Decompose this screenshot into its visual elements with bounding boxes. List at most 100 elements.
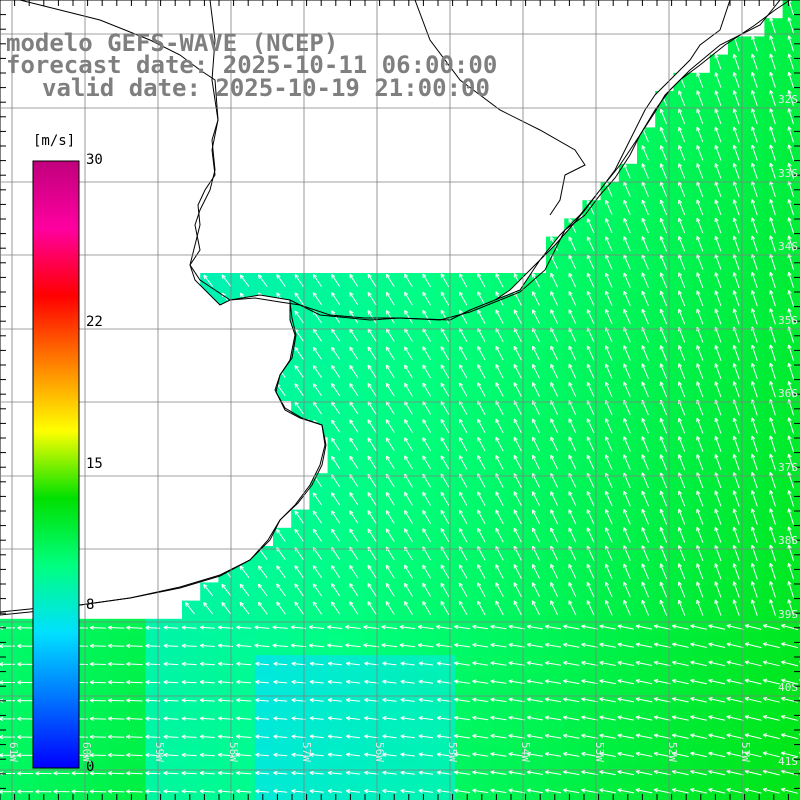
wind-arrowhead	[258, 601, 263, 605]
wind-arrowhead	[715, 435, 719, 440]
wind-arrowhead	[200, 643, 205, 646]
wind-arrow	[90, 627, 107, 629]
wind-arrow	[751, 545, 758, 562]
wind-arrow	[385, 328, 395, 342]
wind-arrow	[586, 582, 595, 598]
wind-arrowhead	[787, 435, 789, 440]
wind-arrowhead	[733, 435, 737, 440]
wind-arrowhead	[769, 17, 774, 21]
wind-arrowhead	[404, 291, 409, 295]
wind-arrowhead	[751, 345, 753, 350]
wind-arrow	[458, 582, 468, 597]
wind-arrowhead	[769, 126, 771, 131]
wind-arrowhead	[732, 381, 735, 386]
wind-arrow	[440, 400, 450, 415]
wind-arrow	[788, 181, 795, 198]
wind-arrow	[513, 436, 522, 452]
wind-arrowhead	[312, 492, 315, 497]
wind-arrow	[532, 309, 540, 324]
wind-arrowhead	[605, 381, 610, 386]
wind-arrowhead	[641, 308, 646, 313]
wind-arrow	[678, 599, 686, 616]
wind-arrowhead	[532, 436, 537, 440]
wind-arrowhead	[751, 71, 756, 76]
wind-arrowhead	[678, 145, 683, 149]
wind-arrowhead	[605, 472, 610, 477]
wind-arrow	[550, 545, 559, 561]
wind-arrowhead	[660, 363, 664, 367]
wind-arrowhead	[477, 291, 482, 295]
wind-arrow	[550, 400, 559, 416]
wind-arrowhead	[715, 90, 719, 94]
wind-arrow	[678, 399, 686, 416]
wind-arrowhead	[751, 508, 756, 513]
wind-arrowhead	[769, 344, 774, 349]
wind-arrowhead	[678, 90, 683, 94]
wind-arrow	[550, 454, 559, 470]
wind-arrow	[605, 309, 613, 325]
wind-arrowhead	[454, 626, 458, 630]
wind-arrowhead	[349, 273, 354, 277]
wind-arrow	[696, 508, 704, 525]
wind-arrow	[788, 472, 795, 489]
wind-arrowhead	[422, 382, 427, 386]
wind-arrowhead	[294, 274, 299, 278]
wind-arrowhead	[331, 274, 333, 279]
wind-arrow	[769, 199, 776, 216]
wind-arrow	[733, 90, 740, 106]
wind-arrow	[349, 455, 359, 470]
wind-arrow	[276, 601, 286, 615]
wind-arrow	[513, 327, 522, 343]
wind-arrowhead	[641, 599, 646, 604]
wind-arrowhead	[349, 528, 354, 532]
wind-arrow	[422, 491, 432, 506]
wind-arrowhead	[349, 601, 354, 605]
wind-arrowhead	[349, 383, 354, 386]
wind-arrowhead	[422, 419, 427, 423]
wind-arrowhead	[660, 381, 664, 385]
wind-arrow	[641, 600, 649, 616]
wind-arrowhead	[294, 528, 299, 532]
wind-arrowhead	[751, 126, 756, 131]
wind-arrow	[623, 400, 631, 416]
wind-arrowhead	[513, 345, 518, 350]
wind-arrowhead	[696, 526, 701, 531]
wind-arrow	[733, 472, 740, 489]
wind-arrowhead	[587, 345, 591, 349]
wind-arrow	[751, 508, 758, 525]
wind-arrow	[349, 401, 359, 415]
wind-arrow	[751, 163, 758, 179]
wind-arrowhead	[733, 581, 737, 585]
wind-arrowhead	[17, 645, 22, 649]
wind-arrow	[477, 291, 486, 306]
wind-arrow	[678, 254, 686, 270]
wind-arrowhead	[440, 437, 445, 441]
wind-arrowhead	[769, 290, 774, 294]
wind-arrowhead	[477, 273, 482, 277]
wind-arrowhead	[751, 126, 753, 131]
wind-arrowhead	[532, 582, 536, 586]
wind-arrow	[550, 600, 559, 616]
wind-arrow	[733, 545, 740, 562]
wind-arrow	[623, 545, 631, 561]
wind-arrowhead	[732, 454, 735, 459]
wind-arrow	[769, 435, 776, 453]
wind-arrowhead	[678, 472, 683, 476]
wind-arrow	[696, 454, 704, 471]
wind-arrow	[751, 563, 758, 580]
wind-arrowhead	[568, 436, 573, 440]
wind-arrow	[312, 492, 323, 506]
wind-arrowhead	[641, 563, 646, 567]
wind-arrowhead	[696, 345, 701, 349]
wind-arrow	[458, 328, 468, 342]
wind-arrow	[751, 381, 758, 398]
wind-arrowhead	[276, 547, 278, 552]
wind-arrow	[532, 382, 540, 397]
wind-arrow	[715, 54, 722, 70]
wind-arrowhead	[472, 624, 477, 627]
wind-arrow	[660, 290, 668, 307]
wind-arrow	[349, 346, 359, 360]
wind-arrowhead	[532, 363, 537, 368]
wind-arrow	[458, 509, 468, 525]
wind-arrow	[623, 491, 631, 507]
